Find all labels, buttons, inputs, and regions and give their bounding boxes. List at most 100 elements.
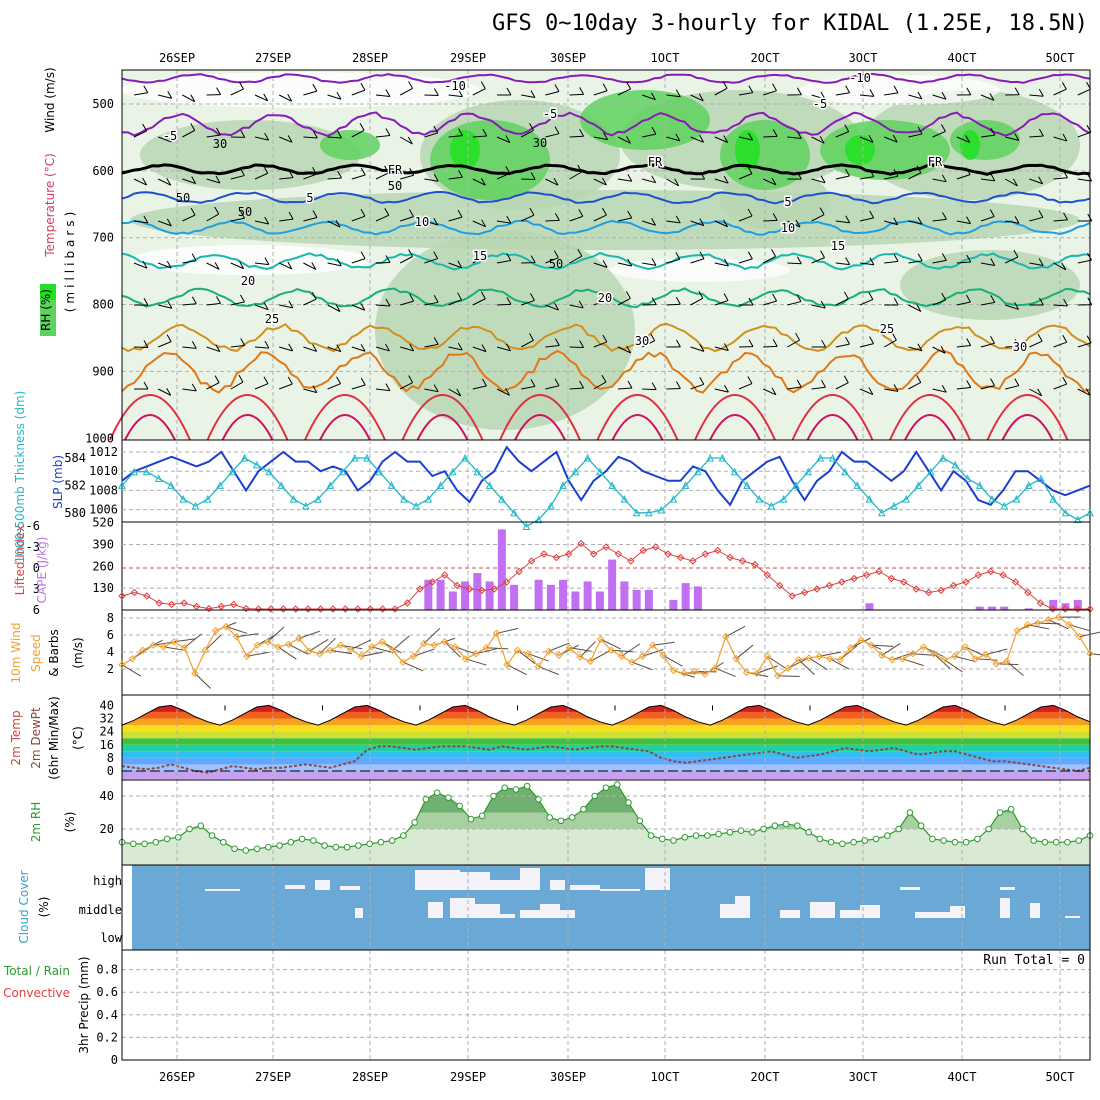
rh2m-point bbox=[129, 840, 137, 848]
precip-tick: 0.2 bbox=[96, 1030, 118, 1044]
cape-bar bbox=[975, 606, 984, 610]
wind-barb bbox=[182, 178, 196, 184]
wind-barb-flag bbox=[263, 302, 269, 310]
isotherm-label: 5 bbox=[784, 195, 791, 209]
wind-barb-flag bbox=[1038, 176, 1044, 184]
wind-barb-flag bbox=[699, 135, 705, 143]
surface-isotherm-arch bbox=[206, 394, 289, 441]
lifted-index-point bbox=[676, 553, 685, 562]
thickness-point bbox=[841, 467, 849, 476]
wind-barb-flag bbox=[142, 177, 148, 186]
thickness-point bbox=[902, 494, 911, 503]
wind-barb-10m bbox=[330, 649, 352, 655]
wind-barb bbox=[424, 301, 439, 306]
wind-barb bbox=[424, 388, 439, 393]
wind-barb-10m bbox=[454, 646, 477, 655]
cloud-block bbox=[840, 910, 860, 918]
wind-barb bbox=[254, 220, 269, 225]
rh2m-point bbox=[985, 825, 992, 833]
wind-barb-flag bbox=[312, 344, 318, 352]
surface-isotherm-arch bbox=[1001, 414, 1054, 441]
rh-contour-label: 30 bbox=[533, 136, 547, 150]
top-x-label: 26SEP bbox=[159, 51, 195, 65]
wind-barb-10m bbox=[1027, 624, 1050, 630]
wind-barb-flag bbox=[530, 293, 535, 301]
wind-speed-point bbox=[846, 644, 855, 652]
wind-barb-flag bbox=[240, 130, 246, 138]
wind-barb-10m bbox=[715, 667, 736, 678]
wind-barb bbox=[859, 136, 874, 143]
wind-barb bbox=[230, 88, 244, 96]
wind-barb-10m bbox=[985, 648, 1008, 656]
wind-barb bbox=[158, 220, 172, 227]
wind-barb bbox=[859, 176, 874, 180]
dewpt2m-line bbox=[121, 745, 1091, 774]
cape-bar bbox=[595, 591, 604, 610]
bottom-x-label: 1OCT bbox=[651, 1070, 680, 1084]
wind-barb-flag bbox=[796, 87, 802, 95]
lifted-index-point bbox=[416, 585, 424, 593]
wind-barb bbox=[230, 175, 245, 180]
rh2m-point bbox=[1052, 838, 1060, 846]
wind-barb-flag bbox=[287, 135, 293, 143]
wind-barb-10m bbox=[913, 653, 936, 656]
wind-barb-flag bbox=[336, 344, 342, 352]
thickness-point bbox=[951, 460, 960, 469]
wind-barb-flag bbox=[263, 93, 269, 102]
wind-barb-flag bbox=[312, 166, 317, 175]
thickness-point bbox=[694, 467, 702, 476]
rh2m-point bbox=[501, 784, 508, 792]
thickness-point bbox=[252, 460, 261, 469]
pressure-tick: 700 bbox=[92, 231, 114, 245]
wind-speed-point bbox=[139, 646, 147, 655]
wind-barb bbox=[690, 297, 704, 306]
wind-speed-point bbox=[336, 641, 345, 649]
wind-barb-flag bbox=[893, 169, 899, 177]
rh2m-tick: 20 bbox=[100, 822, 114, 836]
wind-barb bbox=[303, 217, 318, 222]
wind-barb bbox=[400, 346, 414, 352]
wind-barb-10m bbox=[163, 646, 186, 651]
wind-barb-flag bbox=[216, 87, 222, 95]
rh2m-point bbox=[174, 833, 182, 841]
cape-tick: 390 bbox=[92, 537, 114, 551]
thickness-point bbox=[461, 453, 469, 462]
wind-barb-flag bbox=[843, 291, 849, 300]
wind-barb-flag bbox=[651, 126, 657, 135]
ylabel-temp-unit: (°C) bbox=[71, 726, 85, 750]
wind-barb-flag bbox=[699, 344, 705, 352]
wind-barb-flag bbox=[675, 133, 681, 142]
wind-barb-10m bbox=[517, 649, 536, 665]
rh2m-point bbox=[625, 799, 632, 806]
wind-barb-flag bbox=[311, 291, 317, 300]
wind-barb-flag bbox=[1013, 249, 1019, 258]
thickness-point bbox=[301, 501, 310, 510]
thickness-point bbox=[363, 453, 371, 462]
wind-speed-point bbox=[919, 643, 928, 651]
wind-barb-10m bbox=[538, 665, 559, 676]
wind-speed-point bbox=[888, 655, 896, 664]
slp-tick: 1012 bbox=[89, 445, 118, 459]
wind-speed-point bbox=[701, 670, 709, 678]
wind-barb-10m bbox=[881, 643, 901, 656]
wind-barb-flag bbox=[627, 258, 633, 267]
cloud-block bbox=[340, 886, 360, 890]
wind-barb bbox=[1005, 345, 1020, 348]
wind-barb bbox=[932, 94, 947, 100]
rh2m-point bbox=[917, 822, 925, 830]
cloud-block bbox=[490, 880, 520, 890]
dry-region bbox=[610, 258, 790, 282]
wind-barb-flag bbox=[1014, 133, 1020, 141]
wind-barb bbox=[375, 304, 390, 307]
rh-contour-label: 50 bbox=[549, 257, 563, 271]
thickness-point bbox=[743, 481, 751, 489]
wind-barb bbox=[230, 301, 245, 306]
wind-barb-flag bbox=[989, 93, 995, 101]
wind-barb-flag bbox=[771, 387, 777, 396]
wind-barb-flag bbox=[335, 304, 341, 312]
wind-barb bbox=[835, 298, 849, 306]
wind-barb-flag bbox=[966, 216, 971, 224]
rh2m-point bbox=[636, 817, 644, 825]
wind-barb-flag bbox=[990, 127, 996, 136]
ylabel-precip-total: Total / Rain bbox=[3, 964, 70, 978]
